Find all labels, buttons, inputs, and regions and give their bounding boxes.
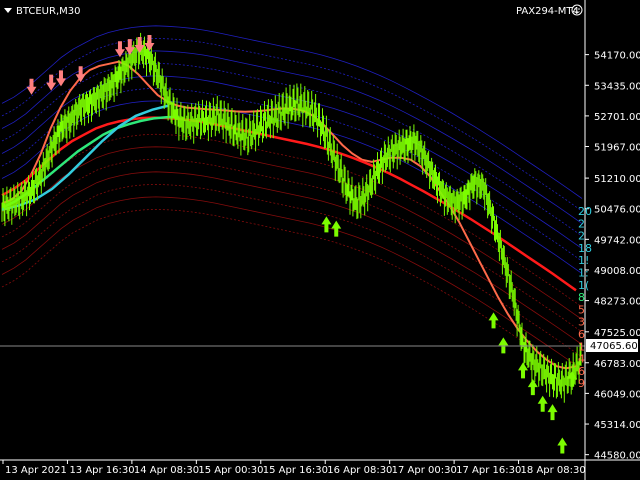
buy-arrow-icon [557, 437, 568, 454]
buy-arrow-icon [331, 220, 342, 237]
indicator-value-label: 6 [578, 328, 585, 341]
buy-arrow-icon [527, 379, 538, 396]
time-tick-label: 16 Apr 08:30 [327, 465, 392, 476]
indicator-value-label: 6 [578, 365, 585, 378]
indicator-value-label: 4 [578, 353, 585, 366]
sell-arrow-icon [46, 74, 57, 91]
signal-arrows [26, 34, 578, 454]
indicator-value-label: 5 [578, 303, 585, 316]
sell-arrow-icon [75, 66, 86, 83]
indicator-value-label: 2 [578, 230, 585, 243]
lower-band-line [1, 146, 583, 320]
indicator-value-label: 9 [578, 377, 585, 390]
price-tick-label: 45314.00 [594, 420, 640, 431]
time-tick-label: 13 Apr 2021 [5, 465, 67, 476]
sell-arrow-icon [134, 37, 145, 54]
price-tick-label: 46049.00 [594, 389, 640, 400]
indicator-value-label: 8 [578, 291, 585, 304]
indicator-name: PAX294-MT4 [516, 6, 579, 17]
time-tick-label: 17 Apr 16:30 [456, 465, 521, 476]
buy-arrow-icon [567, 370, 578, 387]
price-tick-label: 50476.00 [594, 205, 640, 216]
indicator-value-label: 3 [578, 316, 585, 329]
upper-band-line [1, 25, 583, 199]
price-tick-label: 51210.00 [594, 174, 640, 185]
price-tick-label: 44580.00 [594, 451, 640, 462]
indicator-value-label: 1! [578, 254, 589, 267]
price-tick-label: 47525.00 [594, 328, 640, 339]
time-tick-label: 13 Apr 16:30 [69, 465, 134, 476]
time-tick-label: 17 Apr 00:30 [392, 465, 457, 476]
indicator-value-label: 20 [578, 205, 592, 218]
price-tick-label: 48273.00 [594, 297, 640, 308]
lower-band-line [1, 171, 583, 345]
current-price-box [586, 339, 638, 352]
price-tick-label: 53435.00 [594, 81, 640, 92]
time-tick-label: 14 Apr 08:30 [134, 465, 199, 476]
price-tick-label: 52701.00 [594, 112, 640, 123]
smiley-icon [571, 4, 583, 16]
buy-arrow-icon [537, 395, 548, 412]
upper-band-line [1, 100, 583, 274]
time-tick-label: 18 Apr 08:30 [521, 465, 586, 476]
sell-arrow-icon [114, 41, 125, 58]
price-tick-label: 51967.00 [594, 143, 640, 154]
price-tick-label: 54170.00 [594, 51, 640, 62]
buy-arrow-icon [498, 337, 509, 354]
time-tick-label: 15 Apr 00:30 [198, 465, 263, 476]
indicator-value-label: 18 [578, 242, 592, 255]
time-tick-label: 15 Apr 16:30 [263, 465, 328, 476]
triangle-down-icon[interactable] [4, 8, 12, 13]
buy-arrow-icon [321, 216, 332, 233]
indicator-value-label: 2 [578, 217, 585, 230]
price-tick-label: 46783.00 [594, 359, 640, 370]
symbol-title: BTCEUR,M30 [16, 6, 80, 17]
price-tick-label: 49008.00 [594, 266, 640, 277]
price-axis: 54170.00 53435.00 52701.00 51967.00 51210.00… [585, 51, 640, 462]
current-price-label: 47065.60 [590, 341, 638, 352]
upper-band-line [1, 50, 583, 224]
sell-arrow-icon [144, 34, 155, 51]
buy-arrow-icon [488, 312, 499, 329]
price-bars [1, 32, 582, 403]
indicator-value-label: 1 [578, 340, 585, 353]
sell-arrow-icon [55, 70, 66, 87]
sell-arrow-icon [26, 78, 37, 95]
indicator-value-label: 1( [578, 279, 589, 292]
price-tick-label: 49742.00 [594, 235, 640, 246]
lower-band-line [1, 196, 583, 370]
sell-arrow-icon [124, 39, 135, 56]
buy-arrow-icon [547, 404, 558, 421]
moving-average-line [1, 116, 577, 292]
buy-arrow-icon [518, 362, 529, 379]
indicator-value-label: 1: [578, 267, 589, 280]
time-axis: 13 Apr 2021 13 Apr 16:30 14 Apr 08:30 15 Ap… [2, 460, 586, 476]
